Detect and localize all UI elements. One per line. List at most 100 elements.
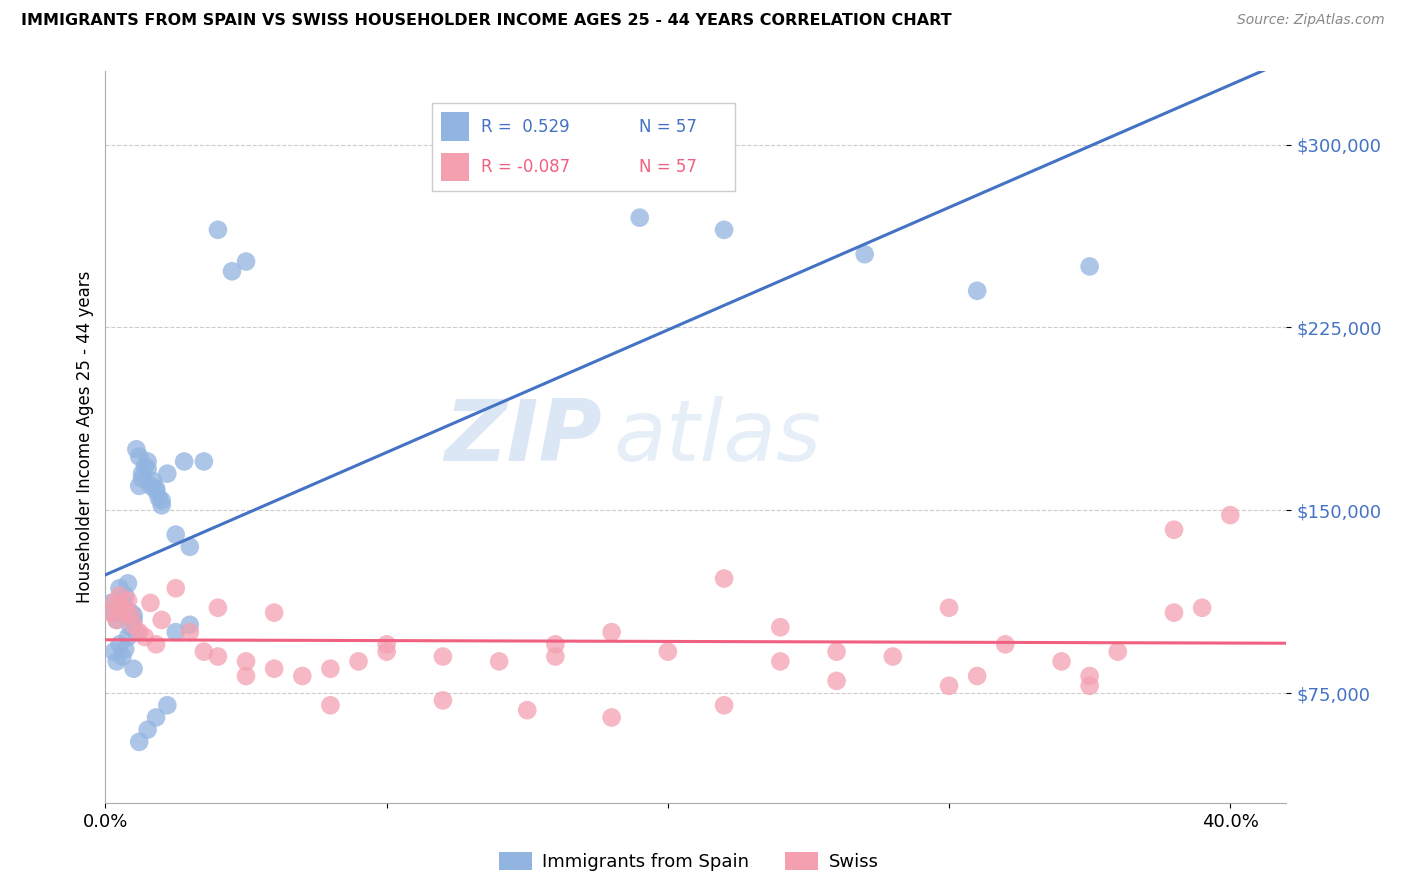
Point	[100, 606, 122, 620]
Text: N = 57: N = 57	[640, 158, 697, 176]
Point	[150, 613, 173, 627]
Point	[131, 471, 153, 485]
Point	[544, 637, 567, 651]
Point	[125, 442, 148, 457]
Point	[122, 662, 145, 676]
Point	[108, 606, 131, 620]
Point	[1107, 645, 1129, 659]
Point	[105, 613, 128, 627]
Point	[825, 673, 848, 688]
Point	[139, 479, 162, 493]
Point	[128, 450, 150, 464]
Point	[111, 649, 134, 664]
Point	[488, 654, 510, 668]
Point	[173, 454, 195, 468]
Point	[1078, 669, 1101, 683]
Point	[114, 589, 136, 603]
Point	[235, 669, 257, 683]
Point	[769, 620, 792, 634]
Point	[713, 698, 735, 713]
Point	[994, 637, 1017, 651]
Point	[156, 698, 179, 713]
Point	[108, 589, 131, 603]
Point	[145, 481, 167, 495]
Point	[882, 649, 904, 664]
Point	[221, 264, 243, 278]
Point	[134, 459, 156, 474]
Point	[150, 499, 173, 513]
Point	[207, 600, 229, 615]
Point	[108, 637, 131, 651]
Point	[142, 474, 165, 488]
Point	[713, 223, 735, 237]
Text: Source: ZipAtlas.com: Source: ZipAtlas.com	[1237, 13, 1385, 28]
Point	[432, 693, 454, 707]
Point	[114, 600, 136, 615]
Point	[207, 223, 229, 237]
Point	[117, 608, 139, 623]
Point	[120, 608, 142, 623]
Point	[207, 649, 229, 664]
Point	[105, 654, 128, 668]
Point	[1191, 600, 1213, 615]
Point	[375, 645, 398, 659]
Point	[103, 645, 125, 659]
Point	[966, 284, 988, 298]
Point	[145, 637, 167, 651]
Bar	[441, 153, 470, 181]
Point	[657, 645, 679, 659]
Point	[179, 617, 201, 632]
Point	[111, 600, 134, 615]
Point	[139, 596, 162, 610]
Point	[131, 467, 153, 481]
Point	[165, 581, 187, 595]
Point	[235, 654, 257, 668]
Text: ZIP: ZIP	[444, 395, 602, 479]
Point	[1219, 508, 1241, 522]
Point	[1163, 606, 1185, 620]
Point	[769, 654, 792, 668]
Point	[628, 211, 651, 225]
Point	[165, 625, 187, 640]
Point	[319, 662, 342, 676]
Point	[128, 479, 150, 493]
Point	[117, 576, 139, 591]
Point	[114, 606, 136, 620]
Point	[544, 649, 567, 664]
Point	[179, 540, 201, 554]
FancyBboxPatch shape	[432, 103, 735, 191]
Point	[145, 483, 167, 498]
Point	[128, 625, 150, 640]
Point	[853, 247, 876, 261]
Point	[122, 613, 145, 627]
Point	[134, 630, 156, 644]
Point	[319, 698, 342, 713]
Point	[966, 669, 988, 683]
Point	[1078, 679, 1101, 693]
Point	[291, 669, 314, 683]
Point	[156, 467, 179, 481]
Text: N = 57: N = 57	[640, 118, 697, 136]
Point	[347, 654, 370, 668]
Text: IMMIGRANTS FROM SPAIN VS SWISS HOUSEHOLDER INCOME AGES 25 - 44 YEARS CORRELATION: IMMIGRANTS FROM SPAIN VS SWISS HOUSEHOLD…	[21, 13, 952, 29]
Bar	[441, 112, 470, 141]
Point	[263, 662, 285, 676]
Point	[111, 596, 134, 610]
Text: R = -0.087: R = -0.087	[481, 158, 571, 176]
Point	[120, 606, 142, 620]
Y-axis label: Householder Income Ages 25 - 44 years: Householder Income Ages 25 - 44 years	[76, 271, 94, 603]
Point	[193, 645, 215, 659]
Point	[105, 613, 128, 627]
Point	[938, 600, 960, 615]
Point	[114, 642, 136, 657]
Point	[103, 596, 125, 610]
Point	[122, 617, 145, 632]
Point	[136, 462, 159, 476]
Text: atlas: atlas	[613, 395, 821, 479]
Point	[111, 600, 134, 615]
Point	[100, 596, 122, 610]
Point	[600, 710, 623, 724]
Point	[938, 679, 960, 693]
Point	[1050, 654, 1073, 668]
Point	[165, 527, 187, 541]
